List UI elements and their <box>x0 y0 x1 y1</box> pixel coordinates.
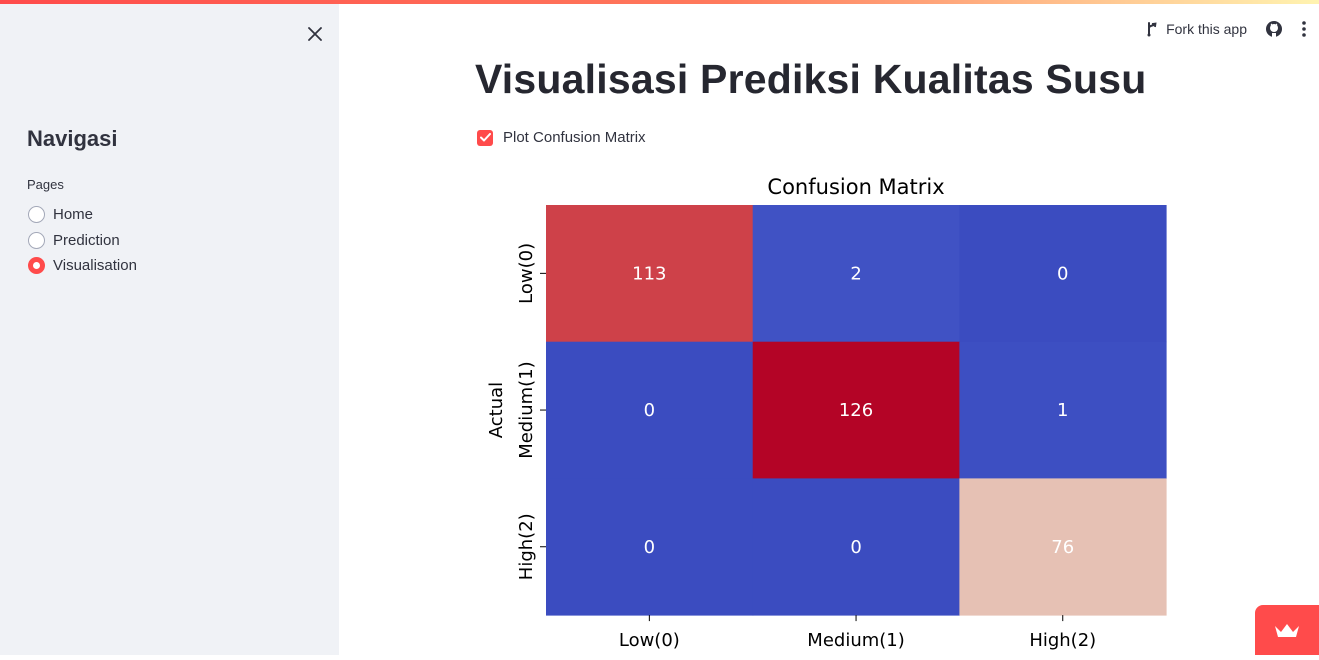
cell-label-2-1: 0 <box>850 537 861 558</box>
cell-0-2 <box>959 205 1167 343</box>
cell-1-1 <box>752 341 960 479</box>
confusion-matrix-svg: Confusion Matrix 113 2 0 0 126 1 0 0 76 Low(0) Medi… <box>486 175 1167 651</box>
x-tick-label-0: Low(0) <box>619 630 680 651</box>
radio-button-visualisation[interactable] <box>28 257 45 275</box>
y-tick-label-1: Medium(1) <box>516 361 537 458</box>
cell-0-1 <box>752 205 960 343</box>
cell-0-0 <box>546 205 754 343</box>
radio-label-home: Home <box>53 206 94 224</box>
cell-label-2-0: 0 <box>644 537 655 558</box>
pages-radio-group: Home Prediction Visualisation <box>28 202 137 279</box>
y-axis-label: Actual <box>486 382 507 438</box>
more-vertical-icon <box>1302 21 1306 37</box>
confusion-matrix-chart: Confusion Matrix 113 2 0 0 126 1 0 0 76 Low(0) Medi… <box>475 168 1195 660</box>
radio-button-home[interactable] <box>28 206 45 224</box>
page-title: Visualisasi Prediksi Kualitas Susu <box>475 56 1147 102</box>
plot-confusion-matrix-checkbox[interactable] <box>477 129 493 146</box>
cell-label-1-0: 0 <box>644 400 655 421</box>
cell-label-2-2: 76 <box>1051 537 1074 558</box>
app-toolbar: Fork this app <box>1145 4 1319 54</box>
radio-label-visualisation: Visualisation <box>53 257 137 275</box>
cell-2-2 <box>959 478 1167 616</box>
streamlit-badge[interactable] <box>1255 605 1319 655</box>
close-icon <box>308 27 322 41</box>
y-tick-label-2: High(2) <box>516 513 537 580</box>
check-icon <box>479 133 491 142</box>
radio-prediction[interactable]: Prediction <box>28 228 137 254</box>
cell-2-0 <box>546 478 754 616</box>
pages-label: Pages <box>27 177 64 192</box>
cell-1-2 <box>959 341 1167 479</box>
x-tick-label-2: High(2) <box>1029 630 1096 651</box>
x-tick-label-1: Medium(1) <box>807 630 904 651</box>
chart-title: Confusion Matrix <box>767 175 944 199</box>
fork-app-label: Fork this app <box>1166 21 1247 37</box>
github-button[interactable] <box>1265 20 1283 38</box>
plot-confusion-matrix-checkbox-row[interactable]: Plot Confusion Matrix <box>477 129 646 146</box>
github-icon <box>1266 21 1282 37</box>
cell-label-0-0: 113 <box>632 263 666 284</box>
radio-home[interactable]: Home <box>28 202 137 228</box>
radio-visualisation[interactable]: Visualisation <box>28 253 137 279</box>
cell-label-1-1: 126 <box>839 400 873 421</box>
fork-icon <box>1147 22 1157 37</box>
sidebar-title: Navigasi <box>27 126 118 151</box>
radio-label-prediction: Prediction <box>53 231 120 249</box>
main-menu-button[interactable] <box>1301 20 1307 38</box>
top-decoration-stripe <box>0 0 1319 4</box>
cell-label-0-2: 0 <box>1057 263 1068 284</box>
fork-app-button[interactable]: Fork this app <box>1145 21 1247 37</box>
close-sidebar-button[interactable] <box>303 22 327 46</box>
cell-label-1-2: 1 <box>1057 400 1068 421</box>
cell-2-1 <box>752 478 960 616</box>
crown-icon <box>1275 624 1299 637</box>
plot-confusion-matrix-label: Plot Confusion Matrix <box>503 129 646 146</box>
cell-1-0 <box>546 341 754 479</box>
cell-label-0-1: 2 <box>850 263 861 284</box>
sidebar: Navigasi Pages Home Prediction Visualisa… <box>0 4 339 655</box>
radio-button-prediction[interactable] <box>28 231 45 249</box>
y-tick-label-0: Low(0) <box>516 243 537 304</box>
